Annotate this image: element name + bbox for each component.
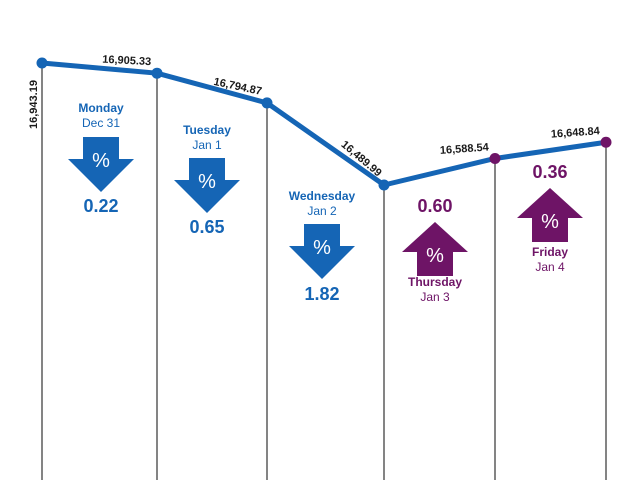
data-point xyxy=(36,57,48,69)
data-point xyxy=(600,136,612,148)
series-line-segment xyxy=(492,139,609,161)
series-line-segment xyxy=(381,155,498,188)
day-name-label: Thursday xyxy=(408,275,462,289)
series-line-segment xyxy=(154,70,270,106)
day-name-label: Monday xyxy=(78,101,124,115)
series-line-segment xyxy=(39,60,160,76)
percent-change-value: 0.22 xyxy=(83,196,118,216)
down-arrow-icon xyxy=(289,224,355,279)
day-name-label: Tuesday xyxy=(183,123,231,137)
percent-icon: % xyxy=(426,245,444,267)
percent-change-value: 1.82 xyxy=(304,284,339,304)
value-label: 16,905.33 xyxy=(102,54,151,69)
value-label: 16,943.19 xyxy=(28,80,40,129)
up-arrow-icon xyxy=(402,222,468,276)
percent-icon: % xyxy=(92,150,110,172)
day-date-label: Jan 1 xyxy=(192,138,222,152)
percent-icon: % xyxy=(198,171,216,193)
value-label: 16,588.54 xyxy=(440,141,491,156)
up-arrow-icon xyxy=(517,188,583,242)
percent-change-value: 0.65 xyxy=(189,217,224,237)
day-name-label: Wednesday xyxy=(289,189,356,203)
percent-change-value: 0.60 xyxy=(417,196,452,216)
data-point xyxy=(378,179,390,191)
day-date-label: Jan 2 xyxy=(307,204,337,218)
series-line-segment xyxy=(264,100,387,188)
day-name-label: Friday xyxy=(532,245,568,259)
day-date-label: Jan 3 xyxy=(420,290,450,304)
down-arrow-icon xyxy=(174,158,240,213)
down-arrow-icon xyxy=(68,137,134,192)
value-label: 16,648.84 xyxy=(551,125,602,140)
data-point xyxy=(151,67,163,79)
day-date-label: Dec 31 xyxy=(82,116,120,130)
percent-icon: % xyxy=(541,211,559,233)
data-point xyxy=(489,152,501,164)
day-date-label: Jan 4 xyxy=(535,260,565,274)
percent-change-value: 0.36 xyxy=(532,162,567,182)
data-point xyxy=(261,97,273,109)
percent-icon: % xyxy=(313,237,331,259)
